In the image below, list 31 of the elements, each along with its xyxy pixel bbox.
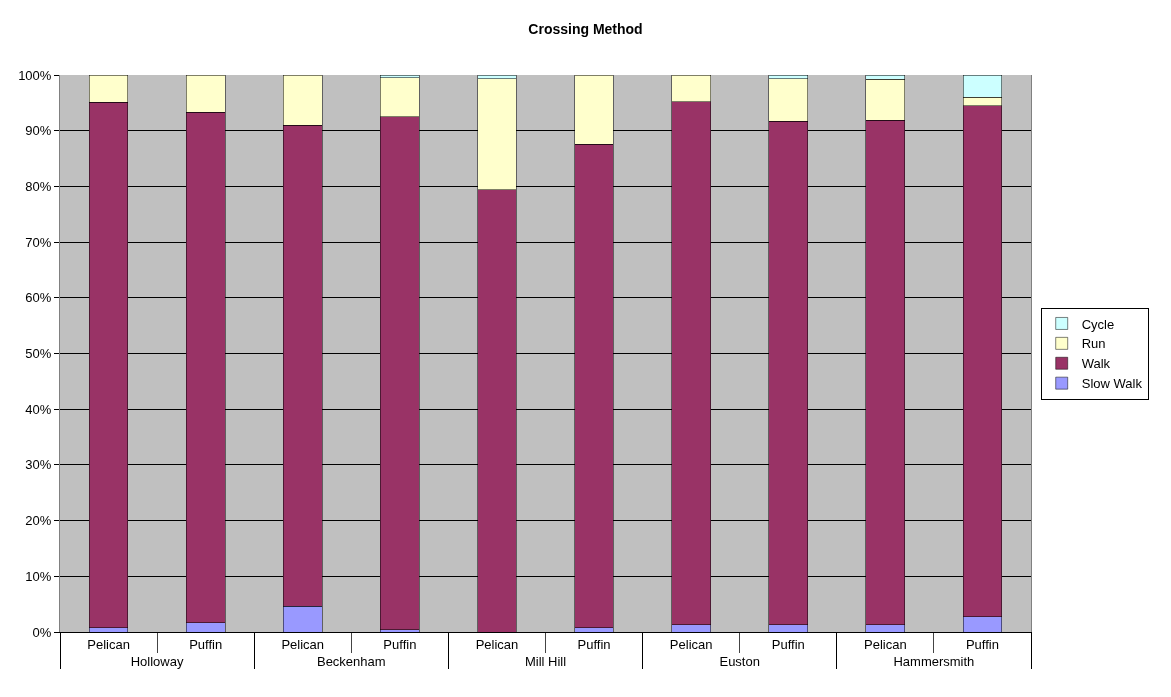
y-tick-label: 80% bbox=[25, 178, 52, 194]
y-tick-label: 100% bbox=[18, 67, 52, 83]
text: Holloway bbox=[130, 653, 184, 669]
x-tick-label: Pelican bbox=[475, 636, 519, 652]
x-tick-label: Pelican bbox=[281, 636, 325, 652]
x-tick-label: Pelican bbox=[87, 636, 130, 652]
y-tick-label: 60% bbox=[25, 290, 52, 306]
x-tick-label: Puffin bbox=[383, 636, 417, 652]
text: Beckenham bbox=[316, 653, 386, 669]
legend-label: Run bbox=[1081, 336, 1106, 352]
x-tick-label: Pelican bbox=[864, 636, 907, 652]
y-tick-label: 70% bbox=[25, 234, 52, 250]
y-tick-label: 50% bbox=[25, 346, 52, 362]
y-tick-label: 90% bbox=[25, 123, 52, 139]
y-tick-label: 30% bbox=[25, 457, 52, 473]
chart-title: Crossing Method bbox=[528, 21, 643, 38]
text: Mill Hill bbox=[524, 653, 567, 669]
x-tick-label: Puffin bbox=[771, 636, 805, 652]
y-tick-label: 10% bbox=[25, 568, 52, 584]
x-tick-label: Pelican bbox=[669, 636, 713, 652]
legend-label: Walk bbox=[1081, 356, 1111, 372]
y-tick-label: 0% bbox=[32, 624, 52, 640]
legend-label: Cycle bbox=[1081, 316, 1115, 332]
x-tick-label: Puffin bbox=[189, 636, 223, 652]
x-tick-label: Puffin bbox=[577, 636, 611, 652]
x-tick-label: Puffin bbox=[965, 636, 999, 652]
text: Hammersmith bbox=[893, 653, 975, 669]
y-tick-label: 20% bbox=[25, 513, 52, 529]
legend-label: Slow Walk bbox=[1081, 376, 1143, 392]
y-tick-label: 40% bbox=[25, 401, 52, 417]
text: Euston bbox=[719, 653, 760, 669]
